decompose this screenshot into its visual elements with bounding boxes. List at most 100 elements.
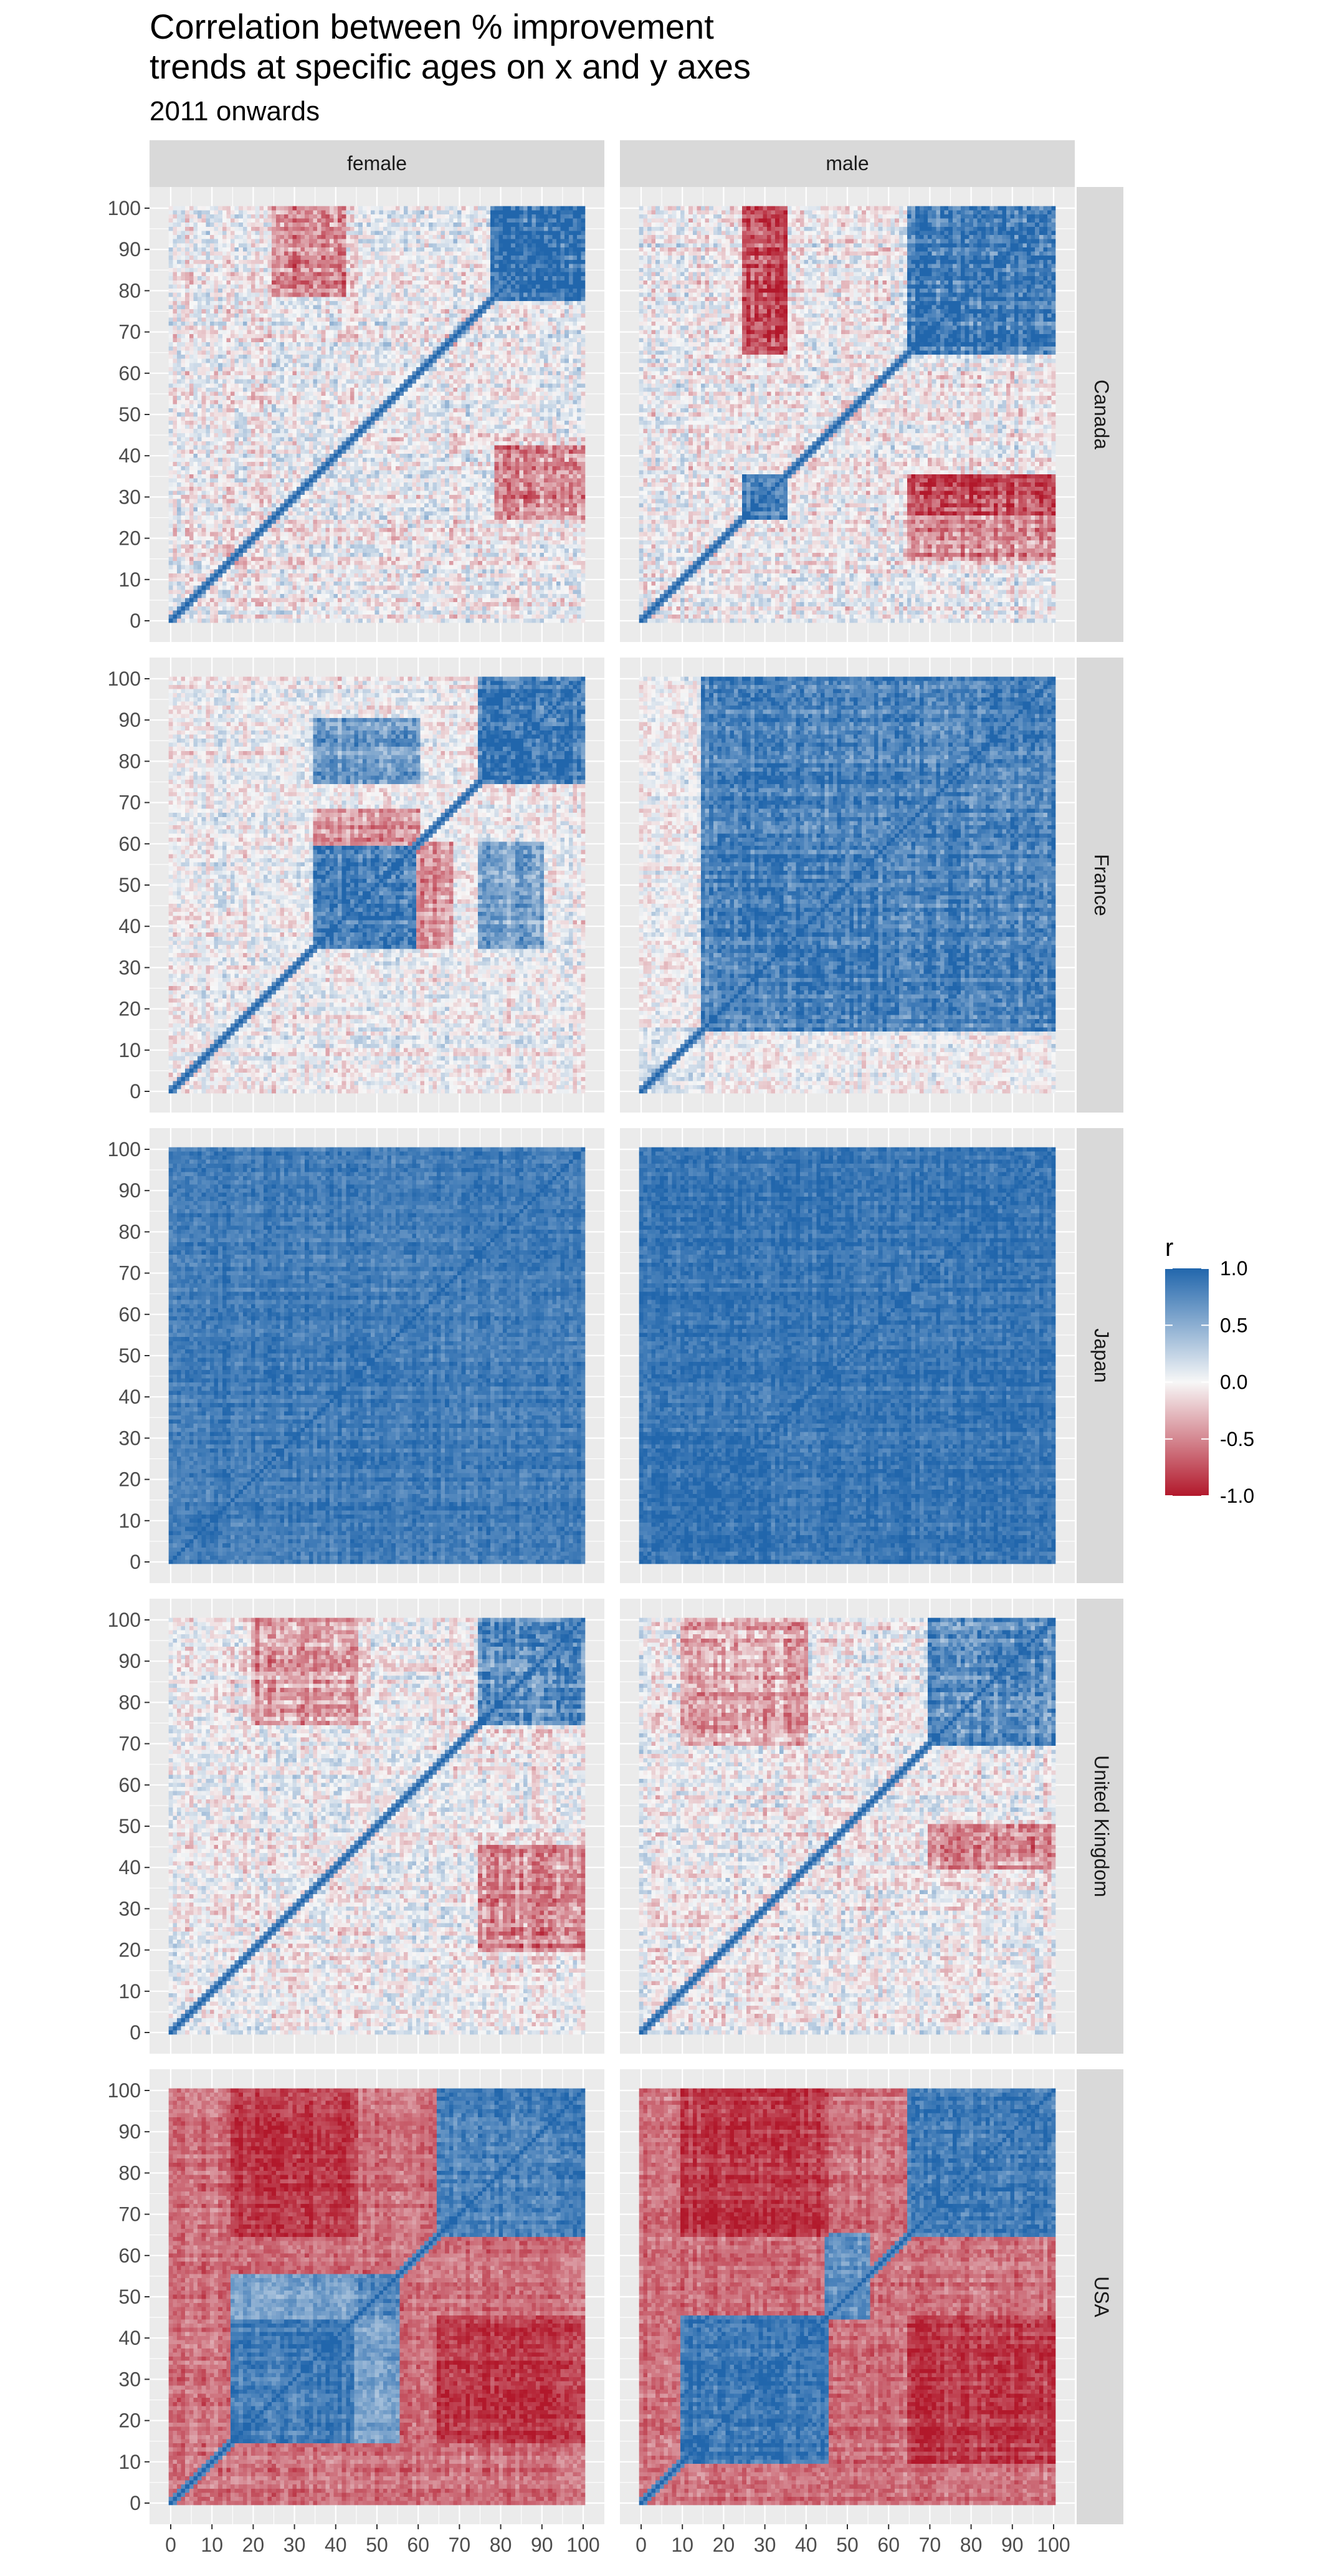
x-tick-label: 90 [1001, 2534, 1024, 2556]
y-tick-label: 90 [118, 238, 141, 261]
y-tick-label: 100 [108, 2079, 141, 2102]
x-tick-label: 70 [919, 2534, 941, 2556]
y-tick-label: 0 [130, 1551, 141, 1573]
heatmap-tiles [639, 2088, 1056, 2506]
facet-strip-france [1077, 658, 1123, 1113]
y-tick-label: 60 [118, 833, 141, 855]
x-tick-label: 20 [713, 2534, 735, 2556]
y-tick-label: 90 [118, 709, 141, 731]
panel-united-kingdom-female: 0 10 20 30 40 50 60 70 80 90 100 [108, 1599, 604, 2054]
chart-title-line1: Correlation between % improvement [150, 7, 714, 46]
panel-canada-male [620, 187, 1075, 642]
y-tick-label: 40 [118, 2327, 141, 2349]
legend-label: 0.5 [1220, 1314, 1247, 1336]
facet-strip-united-kingdom [1077, 1599, 1123, 2054]
heatmap-tiles [639, 1617, 1056, 2035]
x-tick-label: 0 [636, 2534, 647, 2556]
y-tick-label: 90 [118, 2120, 141, 2143]
legend-label: 0.0 [1220, 1371, 1247, 1394]
y-tick-label: 80 [118, 279, 141, 302]
y-tick-label: 40 [118, 915, 141, 937]
y-tick-label: 70 [118, 1262, 141, 1285]
y-tick-label: 40 [118, 1386, 141, 1408]
y-tick-label: 0 [130, 2492, 141, 2514]
facet-strip-label-japan: Japan [1090, 1328, 1113, 1382]
facet-strip-label-united-kingdom: United Kingdom [1090, 1755, 1113, 1897]
heatmap-tiles [168, 676, 586, 1094]
y-tick-label: 10 [118, 2451, 141, 2473]
facet-strip-canada [1077, 187, 1123, 642]
panel-japan-male [620, 1128, 1075, 1583]
y-tick-label: 60 [118, 2244, 141, 2267]
y-tick-label: 100 [108, 1609, 141, 1631]
y-tick-label: 80 [118, 1691, 141, 1713]
y-tick-label: 80 [118, 2162, 141, 2184]
y-tick-label: 20 [118, 527, 141, 550]
y-tick-label: 0 [130, 2021, 141, 2044]
y-tick-label: 60 [118, 1303, 141, 1326]
x-tick-label: 50 [366, 2534, 388, 2556]
y-tick-label: 30 [118, 2368, 141, 2390]
x-tick-label: 40 [795, 2534, 817, 2556]
x-tick-label: 10 [671, 2534, 693, 2556]
y-tick-label: 50 [118, 2286, 141, 2308]
x-tick-label: 0 [165, 2534, 176, 2556]
y-tick-label: 30 [118, 1897, 141, 1920]
y-tick-label: 90 [118, 1179, 141, 1202]
y-tick-label: 40 [118, 444, 141, 467]
x-tick-label: 20 [242, 2534, 265, 2556]
x-tick-label: 80 [960, 2534, 983, 2556]
y-tick-label: 10 [118, 1510, 141, 1532]
y-tick-label: 50 [118, 1815, 141, 1837]
y-tick-label: 70 [118, 792, 141, 814]
x-tick-label: 100 [566, 2534, 599, 2556]
y-tick-label: 10 [118, 1039, 141, 1061]
y-tick-label: 80 [118, 1220, 141, 1243]
y-tick-label: 10 [118, 568, 141, 591]
y-tick-label: 0 [130, 1080, 141, 1103]
y-tick-label: 10 [118, 1980, 141, 2003]
facet-strip-label-male: male [826, 152, 869, 175]
heatmap-tiles [639, 676, 1056, 1094]
heatmap-tiles [639, 1147, 1056, 1564]
facet-strip-label-canada: Canada [1090, 380, 1113, 449]
x-tick-label: 30 [754, 2534, 776, 2556]
y-tick-label: 100 [108, 1138, 141, 1161]
chart-title-line2: trends at specific ages on x and y axes [150, 47, 751, 86]
panel-canada-female: 0 10 20 30 40 50 60 70 80 90 100 [108, 187, 604, 642]
y-tick-label: 20 [118, 2410, 141, 2432]
y-tick-label: 60 [118, 362, 141, 385]
y-tick-label: 30 [118, 1427, 141, 1449]
x-tick-label: 60 [877, 2534, 900, 2556]
y-tick-label: 100 [108, 668, 141, 690]
heatmap-tiles [168, 1147, 586, 1564]
facet-strip-label-female: female [347, 152, 407, 175]
y-tick-label: 40 [118, 1856, 141, 1879]
heatmap-tiles [168, 206, 586, 623]
facet-strip-label-usa: USA [1090, 2276, 1113, 2317]
x-tick-label: 50 [836, 2534, 859, 2556]
facet-strip-label-france: France [1090, 854, 1113, 916]
facet-panels: female male Canada France Japan United Kingdo… [108, 140, 1123, 2556]
color-legend: r 1.0 0.5 0.0 -0.5 -1.0 [1165, 1234, 1254, 1507]
panel-japan-female: 0 10 20 30 40 50 60 70 80 90 100 [108, 1128, 604, 1583]
y-tick-label: 30 [118, 486, 141, 508]
heatmap-tiles [168, 1617, 586, 2035]
x-tick-label: 80 [490, 2534, 512, 2556]
facet-strip-female [150, 140, 604, 187]
y-tick-label: 100 [108, 197, 141, 219]
y-tick-label: 50 [118, 403, 141, 426]
x-tick-label: 10 [201, 2534, 223, 2556]
y-tick-label: 60 [118, 1774, 141, 1796]
y-tick-label: 50 [118, 874, 141, 896]
panel-usa-male: 0 10 20 30 40 50 60 70 80 90 100 [620, 2069, 1075, 2556]
panel-france-female: 0 10 20 30 40 50 60 70 80 90 100 [108, 658, 604, 1113]
y-tick-label: 80 [118, 750, 141, 772]
panel-france-male [620, 658, 1075, 1113]
chart-subtitle: 2011 onwards [150, 96, 320, 127]
y-tick-label: 50 [118, 1344, 141, 1367]
y-tick-label: 70 [118, 1733, 141, 1755]
x-tick-label: 90 [531, 2534, 553, 2556]
y-tick-label: 30 [118, 956, 141, 979]
heatmap-tiles [639, 206, 1056, 623]
